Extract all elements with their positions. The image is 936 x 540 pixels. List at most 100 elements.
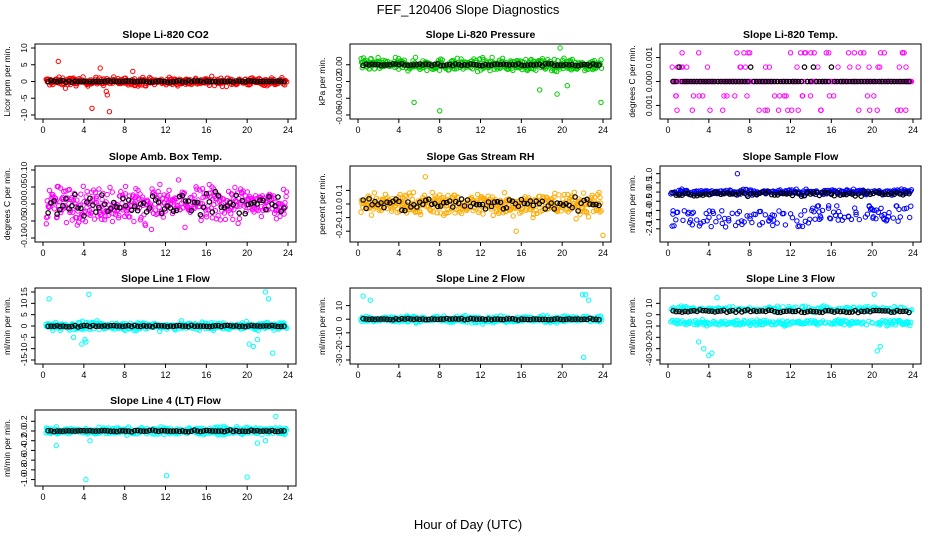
- y-tick-label: 10: [334, 301, 344, 311]
- data-point: [801, 78, 807, 85]
- y-tick-label: 0: [19, 323, 29, 328]
- x-tick-label: 0: [665, 370, 670, 380]
- data-point: [744, 93, 750, 99]
- data-point-outlier: [270, 350, 276, 356]
- data-point: [704, 64, 711, 70]
- reference-point: [557, 62, 564, 68]
- reference-point: [482, 61, 489, 68]
- reference-point: [117, 204, 123, 211]
- x-tick-label: 8: [437, 370, 442, 380]
- data-point-outlier: [564, 83, 570, 89]
- reference-point: [396, 61, 402, 68]
- data-point: [707, 107, 713, 113]
- reference-point: [191, 78, 198, 84]
- panel-title: Slope Li-820 Temp.: [743, 29, 838, 41]
- data-point: [764, 107, 771, 113]
- reference-point: [747, 64, 754, 70]
- reference-point: [269, 78, 275, 85]
- reference-point: [381, 62, 387, 68]
- x-tick-label: 12: [785, 248, 795, 258]
- reference-point: [66, 206, 72, 212]
- reference-point: [84, 78, 90, 85]
- plot-frame: [349, 43, 612, 120]
- reference-point: [230, 201, 237, 208]
- reference-point: [140, 200, 147, 206]
- y-tick-label: 0: [334, 317, 344, 322]
- reference-point: [149, 193, 156, 200]
- data-point: [696, 93, 702, 99]
- data-point: [101, 217, 108, 223]
- data-point: [580, 190, 587, 196]
- x-tick-label: 8: [437, 125, 442, 135]
- y-tick-label: 0.05: [19, 178, 29, 195]
- data-point-outlier: [46, 296, 52, 302]
- data-point: [122, 183, 129, 190]
- data-point-outlier: [250, 343, 257, 350]
- data-point: [742, 64, 749, 70]
- data-point: [116, 212, 122, 219]
- reference-point: [51, 198, 57, 204]
- data-point: [84, 204, 90, 211]
- reference-point: [512, 62, 519, 68]
- data-point-outlier: [55, 58, 61, 65]
- data-point-outlier: [598, 99, 604, 106]
- data-point: [896, 206, 902, 213]
- reference-point: [167, 79, 174, 85]
- reference-point: [685, 78, 691, 85]
- data-point: [674, 107, 680, 113]
- data-point: [781, 93, 788, 99]
- data-point: [694, 217, 700, 223]
- reference-point: [233, 192, 240, 199]
- x-tick-label: 16: [516, 248, 526, 258]
- reference-point: [134, 78, 141, 85]
- data-point: [908, 203, 914, 209]
- x-tick-label: 0: [355, 370, 360, 380]
- reference-point: [128, 78, 135, 85]
- reference-point: [140, 78, 147, 85]
- y-tick-label: -10: [644, 320, 654, 333]
- y-tick-label: -10: [19, 342, 29, 355]
- x-tick-label: 20: [867, 248, 877, 258]
- reference-point: [366, 62, 372, 68]
- reference-point: [882, 78, 888, 85]
- reference-point: [81, 78, 87, 85]
- reference-point: [194, 199, 201, 206]
- data-point: [445, 192, 451, 199]
- data-point: [729, 210, 735, 217]
- plot-frame: [34, 409, 297, 487]
- reference-point: [360, 62, 366, 69]
- data-point: [232, 184, 238, 191]
- reference-point: [906, 78, 912, 85]
- reference-point: [161, 206, 168, 212]
- data-point-outlier: [513, 228, 519, 234]
- data-point: [402, 199, 408, 205]
- reference-point: [593, 62, 599, 68]
- reference-point: [230, 79, 237, 85]
- reference-point: [90, 79, 96, 85]
- reference-point: [768, 78, 775, 85]
- data-point: [156, 204, 162, 210]
- reference-point: [99, 192, 105, 198]
- data-point: [756, 107, 762, 113]
- y-axis-label: Licor ppm per min.: [2, 46, 12, 116]
- data-point: [556, 192, 562, 198]
- reference-point: [888, 78, 894, 85]
- reference-point: [828, 64, 835, 70]
- reference-point: [670, 78, 676, 85]
- reference-point: [63, 79, 69, 86]
- x-tick-label: 20: [867, 370, 877, 380]
- data-point: [91, 216, 98, 222]
- data-point: [119, 200, 125, 207]
- data-point: [877, 50, 884, 56]
- y-tick-label: 5: [19, 312, 29, 317]
- data-point: [53, 198, 59, 204]
- data-point-outlier: [265, 296, 272, 302]
- data-point: [766, 64, 773, 70]
- reference-point: [143, 209, 150, 215]
- y-tick-label: 0.2: [19, 415, 29, 427]
- reference-point: [897, 78, 903, 85]
- data-point: [74, 197, 80, 203]
- y-axis-label: degrees C per min.: [2, 168, 12, 240]
- data-point: [783, 93, 789, 99]
- reference-point: [114, 78, 120, 85]
